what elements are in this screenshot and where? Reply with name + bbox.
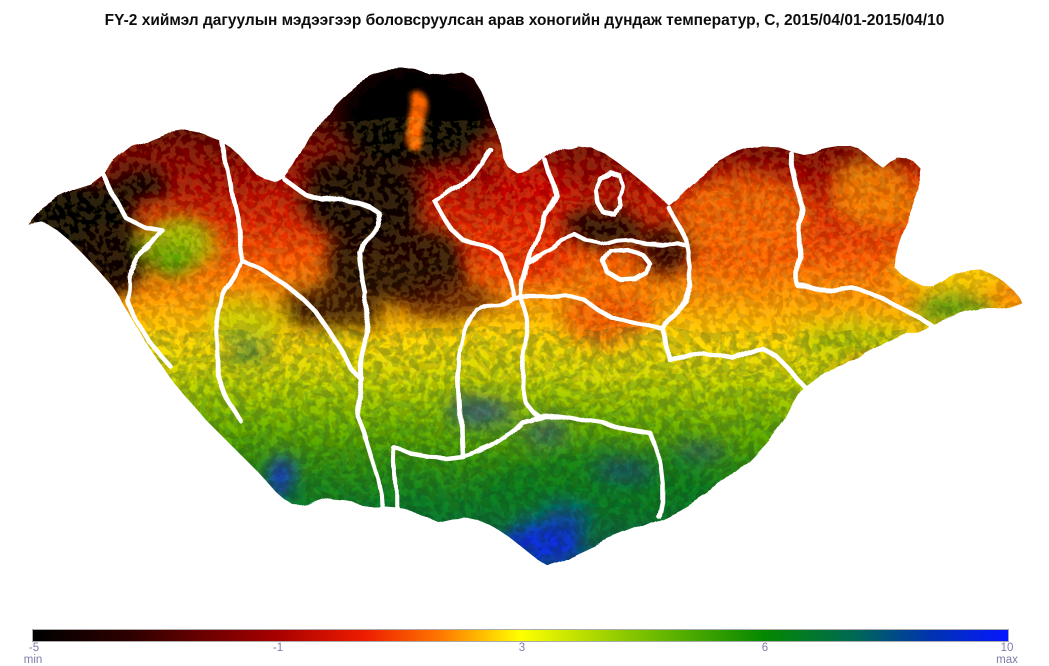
colorbar-tick-value: -1	[272, 642, 284, 654]
colorbar-tick-min-value: -5	[28, 642, 40, 654]
colorbar-tick-max-value: 10	[1000, 642, 1014, 654]
colorbar	[32, 629, 1009, 642]
colorbar-max-label: max	[996, 654, 1018, 666]
aimag-boundaries	[99, 139, 942, 519]
colorbar-tick-value: 6	[761, 642, 769, 654]
colorbar-gradient-bar	[32, 629, 1009, 642]
darkhan-uul-enclave-boundary	[590, 169, 626, 215]
colorbar-min-label: min	[23, 654, 43, 666]
map-title: FY-2 хиймэл дагуулын мэдээгээр боловсруу…	[104, 12, 945, 29]
ulaanbaatar-enclave-boundary	[602, 247, 651, 282]
temperature-raster	[28, 70, 1019, 566]
colorbar-tick-value: 3	[518, 642, 526, 654]
